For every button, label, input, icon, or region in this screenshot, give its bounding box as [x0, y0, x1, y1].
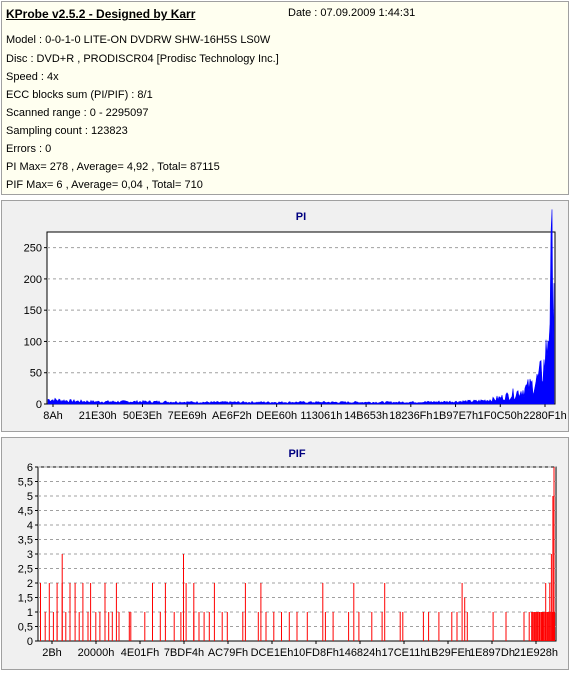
pi-plot-area [46, 231, 556, 405]
pif-xtick-label: 1B29FEh [425, 647, 471, 659]
pif-xtick-label: 1E897Dh [469, 647, 515, 659]
sampling-line: Sampling count : 123823 [6, 125, 128, 137]
pi-xtick-label: 8Ah [43, 410, 63, 422]
pi-xtick-label: DEE60h [256, 410, 297, 422]
pif-chart: PIF 0 0,5 1 1,5 2 2,5 3 3,5 4 4,5 5 5,5 6 2Bh 20000h 4E0… [18, 448, 558, 659]
range-line: Scanned range : 0 - 2295097 [6, 107, 149, 119]
pif-ytick-label: 6 [27, 462, 33, 474]
disc-line: Disc : DVD+R , PRODISCR04 [Prodisc Techn… [6, 53, 279, 65]
pif-xtick-label: 10FD8Fh [293, 647, 339, 659]
pi-xtick-label: 113061h [300, 410, 342, 422]
pi-xtick-label: 1B97E7h [433, 410, 478, 422]
pif-xtick-label: 146824h [339, 647, 382, 659]
ecc-line: ECC blocks sum (PI/PIF) : 8/1 [6, 89, 153, 101]
pif-xtick-label: DCE1Eh [251, 647, 294, 659]
pi-series-area [47, 209, 555, 405]
info-panel: KProbe v2.5.2 - Designed by Karr Date : … [1, 1, 569, 195]
pi-ytick-label: 150 [24, 305, 42, 317]
pif-xtick-label: AC79Fh [208, 647, 248, 659]
pif-xtick-label: 17CE11h [381, 647, 426, 659]
pif-ytick-label: 1,5 [18, 593, 33, 605]
pi-ytick-label: 0 [36, 399, 42, 411]
pif-ytick-label: 3,5 [18, 535, 33, 547]
pif-ytick-label: 4 [27, 520, 33, 532]
pi-xtick-label: 7EE69h [168, 410, 207, 422]
pif-summary-line: PIF Max= 6 , Average= 0,04 , Total= 710 [6, 179, 203, 191]
pif-ytick-label: 0 [27, 636, 33, 648]
pif-xtick-label: 7BDF4h [164, 647, 204, 659]
pif-ytick-label: 5,5 [18, 477, 33, 489]
pi-xtick-label: 14B653h [344, 410, 388, 422]
pi-ytick-label: 100 [24, 336, 42, 348]
pif-ytick-label: 2 [27, 578, 33, 590]
errors-line: Errors : 0 [6, 143, 52, 155]
scan-date: Date : 07.09.2009 1:44:31 [288, 7, 416, 19]
pi-ytick-label: 250 [24, 243, 42, 255]
pi-xtick-label: 2280F1h [523, 410, 566, 422]
pif-ytick-label: 1 [27, 607, 33, 619]
pi-ytick-label: 50 [30, 368, 42, 380]
pif-xtick-label: 20000h [78, 647, 115, 659]
pif-ytick-label: 5 [27, 491, 33, 503]
pif-chart-title: PIF [288, 448, 305, 460]
pi-xtick-label: 50E3Eh [123, 410, 162, 422]
pif-ytick-label: 0,5 [18, 622, 33, 634]
model-line: Model : 0-0-1-0 LITE-ON DVDRW SHW-16H5S … [6, 34, 271, 46]
pi-chart-title: PI [296, 211, 306, 223]
pif-xtick-label: 21E928h [514, 647, 558, 659]
pi-ytick-label: 200 [24, 274, 42, 286]
pif-xtick-label: 2Bh [42, 647, 62, 659]
app-title: KProbe v2.5.2 - Designed by Karr [6, 7, 196, 21]
pi-xtick-label: 1F0C50h [478, 410, 523, 422]
pi-chart: PI 0 50 100 150 200 250 8Ah 21E30h 50E3Eh 7EE69h AE… [24, 209, 567, 422]
pif-xtick-label: 4E01Fh [121, 647, 160, 659]
pif-ytick-label: 4,5 [18, 506, 33, 518]
pif-ytick-label: 3 [27, 549, 33, 561]
pi-xtick-label: 18236Fh [389, 410, 432, 422]
pi-xtick-label: 21E30h [79, 410, 117, 422]
pif-ytick-label: 2,5 [18, 564, 33, 576]
pi-chart-panel: PI 0 50 100 150 200 250 8Ah 21E30h 50E3Eh 7EE69h AE… [1, 200, 569, 432]
pif-chart-panel: PIF 0 0,5 1 1,5 2 2,5 3 3,5 4 4,5 5 5,5 6 2Bh 20000h 4E0… [1, 437, 569, 670]
pi-summary-line: PI Max= 278 , Average= 4,92 , Total= 871… [6, 161, 220, 173]
speed-line: Speed : 4x [6, 71, 59, 83]
pi-xtick-label: AE6F2h [212, 410, 252, 422]
